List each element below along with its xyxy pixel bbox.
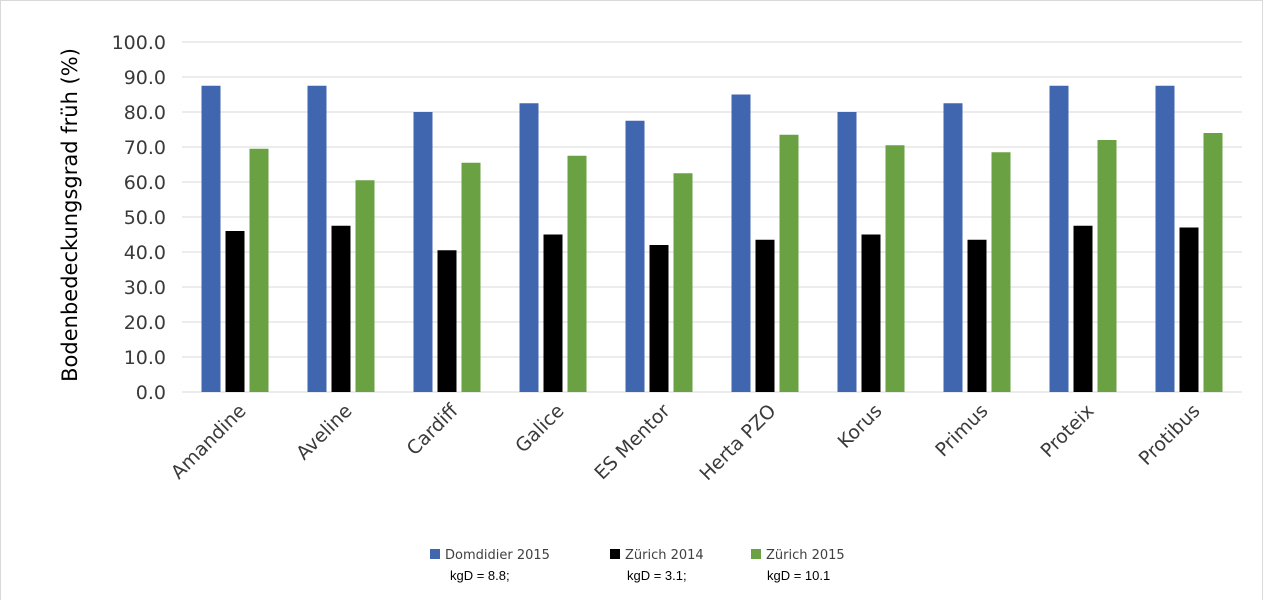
y-tick-label: 100.0 — [112, 32, 166, 54]
bar-z-rich-2014-proteix — [1073, 225, 1093, 392]
y-tick-label: 10.0 — [124, 347, 166, 369]
x-axis-categories: Amandine Aveline Cardiff Galice ES Mentor Her… — [167, 399, 1205, 485]
bar-z-rich-2015-cardiff — [461, 162, 481, 392]
bar-domdidier-2015-proteix — [1049, 85, 1069, 392]
x-category-label: Aveline — [292, 400, 356, 464]
bar-z-rich-2014-korus — [861, 234, 881, 392]
legend-entry-label: Zürich 2014 — [625, 548, 704, 563]
y-tick-label: 40.0 — [124, 242, 166, 264]
bar-domdidier-2015-primus — [943, 103, 963, 392]
bar-z-rich-2014-amandine — [225, 231, 245, 392]
bar-z-rich-2014-galice — [543, 234, 563, 392]
x-category-label: Protibus — [1135, 400, 1205, 470]
bar-z-rich-2014-es-mentor — [649, 245, 669, 392]
x-category-label: Amandine — [167, 400, 251, 484]
y-tick-label: 20.0 — [124, 312, 166, 334]
bar-z-rich-2014-protibus — [1179, 227, 1199, 392]
legend-swatch — [430, 549, 440, 559]
x-category-label: Cardiff — [403, 399, 464, 460]
bar-domdidier-2015-aveline — [307, 85, 327, 392]
legend-kgd-note: kgD = 8.8; — [450, 568, 510, 583]
x-category-label: Herta PZO — [695, 400, 780, 485]
bar-z-rich-2015-proteix — [1097, 140, 1117, 392]
bar-z-rich-2015-es-mentor — [673, 173, 693, 392]
bars — [201, 85, 1223, 392]
bar-z-rich-2015-primus — [991, 152, 1011, 392]
y-tick-label: 0.0 — [136, 382, 166, 404]
bar-z-rich-2015-protibus — [1203, 133, 1223, 392]
y-tick-label: 50.0 — [124, 207, 166, 229]
y-tick-label: 90.0 — [124, 67, 166, 89]
y-tick-label: 60.0 — [124, 172, 166, 194]
legend-entry-label: Zürich 2015 — [766, 548, 845, 563]
bar-domdidier-2015-cardiff — [413, 112, 433, 392]
y-tick-label: 70.0 — [124, 137, 166, 159]
legend-entry-label: Domdidier 2015 — [445, 548, 550, 563]
x-category-label: Galice — [511, 400, 568, 457]
x-category-label: Korus — [834, 400, 887, 453]
bar-domdidier-2015-es-mentor — [625, 120, 645, 392]
y-axis-ticks: 0.0 10.0 20.0 30.0 40.0 50.0 60.0 70.0 80.0 90.0 1… — [112, 32, 166, 404]
bar-z-rich-2015-amandine — [249, 148, 269, 392]
bar-domdidier-2015-protibus — [1155, 85, 1175, 392]
legend: Domdidier 2015 kgD = 8.8; Zürich 2014 kgD =… — [430, 548, 845, 583]
bar-domdidier-2015-korus — [837, 112, 857, 392]
legend-kgd-note: kgD = 10.1 — [767, 568, 830, 583]
y-tick-label: 80.0 — [124, 102, 166, 124]
legend-swatch — [610, 549, 620, 559]
x-category-label: ES Mentor — [590, 400, 674, 484]
bar-z-rich-2014-cardiff — [437, 250, 457, 392]
bar-z-rich-2015-herta-pzo — [779, 134, 799, 392]
legend-kgd-note: kgD = 3.1; — [627, 568, 687, 583]
bar-domdidier-2015-galice — [519, 103, 539, 392]
bar-z-rich-2015-korus — [885, 145, 905, 392]
bar-domdidier-2015-herta-pzo — [731, 94, 751, 392]
bar-domdidier-2015-amandine — [201, 85, 221, 392]
legend-swatch — [751, 549, 761, 559]
y-axis-label: Bodenbedeckungsgrad früh (%) — [58, 48, 82, 382]
x-category-label: Proteix — [1036, 400, 1098, 462]
bar-z-rich-2015-aveline — [355, 180, 375, 392]
y-tick-label: 30.0 — [124, 277, 166, 299]
bar-z-rich-2015-galice — [567, 155, 587, 392]
bar-z-rich-2014-herta-pzo — [755, 239, 775, 392]
x-category-label: Primus — [931, 400, 992, 461]
bar-z-rich-2014-aveline — [331, 225, 351, 392]
bar-z-rich-2014-primus — [967, 239, 987, 392]
